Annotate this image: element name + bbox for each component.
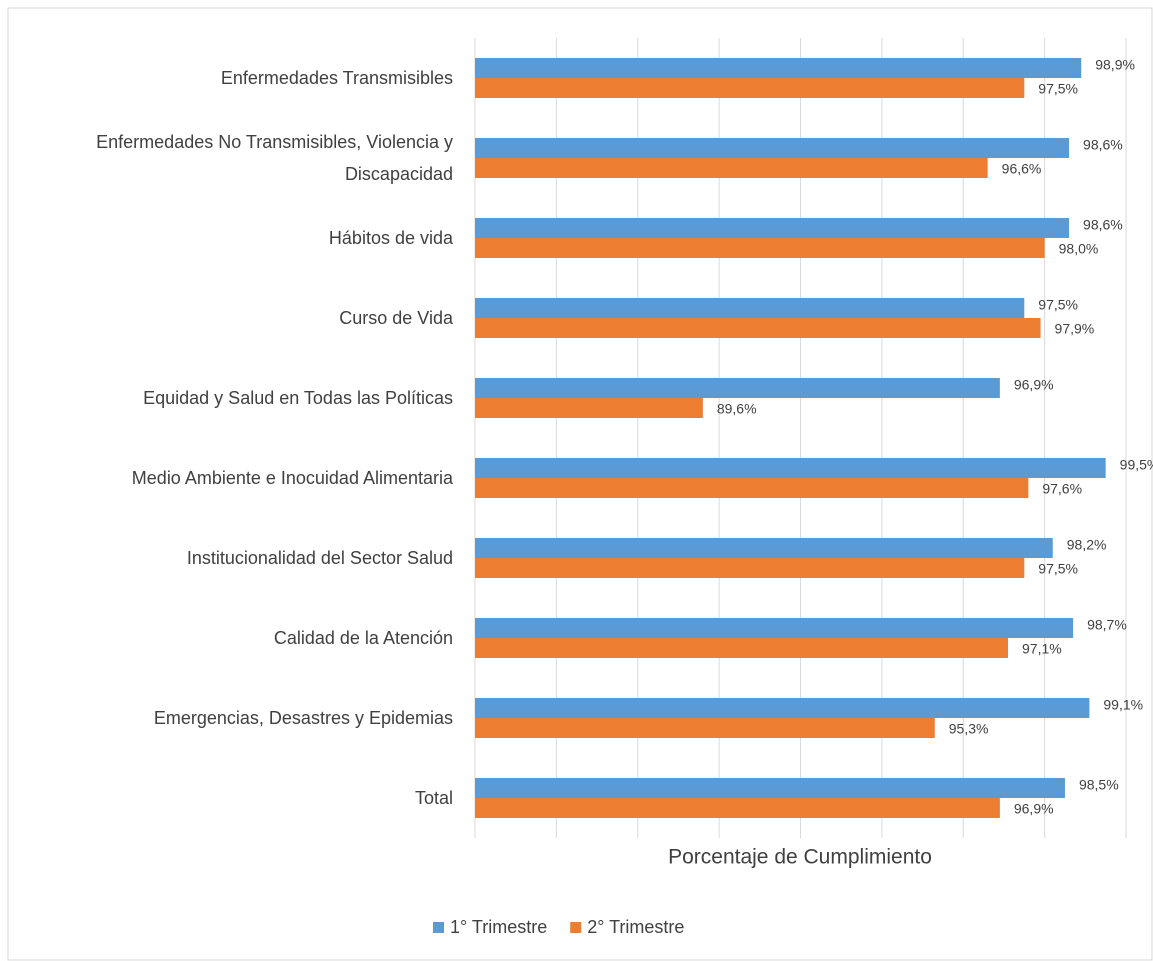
- y-tick-label: Medio Ambiente e Inocuidad Alimentaria: [131, 468, 453, 488]
- bar: [475, 318, 1041, 338]
- data-label: 98,7%: [1087, 617, 1127, 633]
- legend-label: 1° Trimestre: [450, 917, 547, 937]
- data-label: 89,6%: [717, 401, 757, 417]
- data-label: 98,0%: [1059, 241, 1099, 257]
- legend-swatch: [570, 922, 582, 933]
- y-tick-label: Equidad y Salud en Todas las Políticas: [143, 388, 453, 408]
- bar: [475, 378, 1000, 398]
- bar: [475, 618, 1074, 638]
- data-label: 97,5%: [1038, 81, 1078, 97]
- x-axis-title: Porcentaje de Cumplimiento: [668, 846, 932, 869]
- bar: [475, 238, 1045, 258]
- bar: [475, 138, 1070, 158]
- y-tick-label: Hábitos de vida: [328, 228, 453, 248]
- data-label: 98,9%: [1095, 57, 1135, 73]
- bar: [475, 778, 1065, 798]
- bar: [475, 398, 703, 418]
- y-tick-label: Enfermedades No Transmisibles, Violencia…: [96, 132, 453, 184]
- y-tick-label: Calidad de la Atención: [273, 628, 453, 648]
- bar: [475, 298, 1025, 318]
- bar: [475, 698, 1090, 718]
- data-label: 96,9%: [1014, 377, 1054, 393]
- data-label: 98,6%: [1083, 137, 1123, 153]
- y-tick-label: Emergencias, Desastres y Epidemias: [153, 708, 453, 728]
- data-label: 95,3%: [949, 721, 989, 737]
- chart-frame: [7, 7, 1153, 961]
- bar: [475, 718, 935, 738]
- bar: [475, 638, 1009, 658]
- bar: [475, 798, 1000, 818]
- y-tick-label: Total: [414, 788, 453, 808]
- y-tick-label: Curso de Vida: [339, 308, 453, 328]
- data-label: 99,1%: [1103, 697, 1143, 713]
- bar: [475, 218, 1070, 238]
- data-label: 97,6%: [1042, 481, 1082, 497]
- bar: [475, 458, 1106, 478]
- bar: [475, 58, 1082, 78]
- legend-swatch: [433, 922, 444, 933]
- data-label: 98,6%: [1083, 217, 1123, 233]
- data-label: 98,5%: [1079, 777, 1119, 793]
- data-label: 96,9%: [1014, 801, 1054, 817]
- bar: [475, 158, 988, 178]
- bar: [475, 78, 1025, 98]
- data-label: 97,5%: [1038, 297, 1078, 313]
- data-label: 97,1%: [1022, 641, 1062, 657]
- bar: [475, 478, 1029, 498]
- y-tick-label: Institucionalidad del Sector Salud: [186, 548, 453, 568]
- data-label: 96,6%: [1002, 161, 1042, 177]
- legend-label: 2° Trimestre: [587, 917, 684, 937]
- bar: [475, 558, 1025, 578]
- data-label: 98,2%: [1067, 537, 1107, 553]
- data-label: 99,5%: [1120, 457, 1153, 473]
- data-label: 97,5%: [1038, 561, 1078, 577]
- y-tick-label: Enfermedades Transmisibles: [220, 68, 453, 88]
- bar: [475, 538, 1053, 558]
- data-label: 97,9%: [1055, 321, 1095, 337]
